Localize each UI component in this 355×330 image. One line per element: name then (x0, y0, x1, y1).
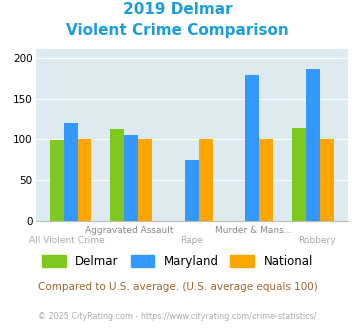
Bar (199, 139, 213, 221)
Bar (320, 139, 334, 221)
Legend: Delmar, Maryland, National: Delmar, Maryland, National (37, 250, 318, 273)
Text: 2019 Delmar: 2019 Delmar (123, 2, 232, 16)
Text: All Violent Crime: All Violent Crime (29, 236, 105, 245)
Bar (245, 75, 259, 221)
Bar (110, 129, 124, 221)
Text: Robbery: Robbery (298, 236, 335, 245)
Bar (306, 69, 320, 221)
Bar (292, 128, 306, 221)
Bar (259, 139, 273, 221)
Bar (138, 139, 152, 221)
Bar (124, 135, 138, 221)
Text: Aggravated Assault: Aggravated Assault (85, 226, 174, 235)
Bar (64, 123, 77, 221)
Text: © 2025 CityRating.com - https://www.cityrating.com/crime-statistics/: © 2025 CityRating.com - https://www.city… (38, 312, 317, 321)
Text: Rape: Rape (180, 236, 203, 245)
Bar (185, 160, 199, 221)
Text: Murder & Mans...: Murder & Mans... (215, 226, 293, 235)
Bar (50, 140, 64, 221)
Text: Violent Crime Comparison: Violent Crime Comparison (66, 23, 289, 38)
Text: Compared to U.S. average. (U.S. average equals 100): Compared to U.S. average. (U.S. average … (38, 282, 317, 292)
Bar (77, 139, 92, 221)
